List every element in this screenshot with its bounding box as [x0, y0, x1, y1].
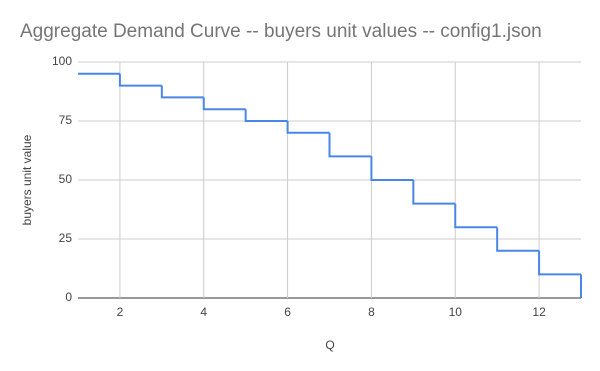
y-tick-label: 100: [52, 54, 72, 68]
x-tick-label: 8: [368, 305, 375, 319]
line-step: [412, 180, 456, 205]
line-step: [328, 132, 372, 158]
chart-title: Aggregate Demand Curve -- buyers unit va…: [20, 21, 542, 42]
line-step: [370, 156, 414, 181]
line-step: [538, 250, 581, 276]
x-tick-label: 12: [532, 305, 546, 319]
x-tick-label: 6: [284, 305, 291, 319]
y-axis-label: buyers unit value: [20, 134, 34, 225]
line-step: [286, 121, 330, 134]
y-tick-label: 50: [59, 172, 73, 186]
line-step: [160, 85, 204, 99]
y-tick-label: 25: [59, 231, 73, 245]
x-tick-label: 10: [449, 305, 463, 319]
y-tick-label: 0: [65, 290, 72, 304]
x-tick-label: 4: [200, 305, 207, 319]
x-tick-label: 2: [117, 305, 124, 319]
line-step: [202, 97, 246, 111]
line-step: [496, 227, 540, 252]
line-step: [244, 109, 288, 122]
line-step: [118, 73, 162, 87]
y-tick-label: 75: [59, 113, 73, 127]
line-step: [454, 203, 498, 229]
x-axis-label: Q: [325, 338, 334, 352]
